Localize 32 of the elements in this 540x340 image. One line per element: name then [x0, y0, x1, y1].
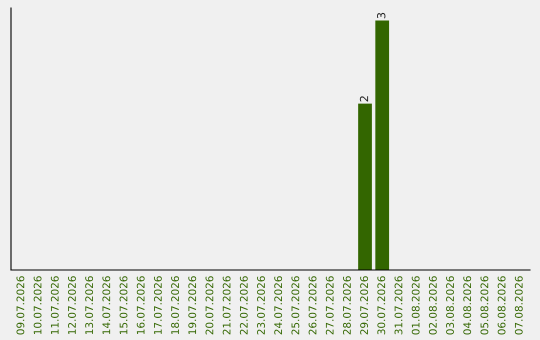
x-tick-label: 04.08.2026	[463, 276, 472, 335]
x-tick-label: 19.07.2026	[188, 276, 196, 334]
x-tick-label: 24.07.2026	[274, 276, 282, 334]
x-tick-label: 26.07.2026	[308, 276, 316, 334]
x-tick-label: 09.07.2026	[16, 276, 24, 335]
data-label: 3	[377, 12, 386, 18]
x-tick-label: 21.07.2026	[222, 276, 231, 334]
x-tick-label: 11.07.2026	[50, 276, 59, 334]
x-tick-label: 27.07.2026	[326, 276, 334, 334]
x-tick-label: 23.07.2026	[257, 276, 265, 334]
x-tick-label: 31.07.2026	[394, 276, 402, 334]
x-tick-label: 14.07.2026	[102, 276, 110, 334]
x-tick-label: 10.07.2026	[34, 276, 42, 334]
x-tick-label: 13.07.2026	[85, 276, 94, 334]
x-tick-label: 20.07.2026	[205, 276, 214, 334]
x-tick-label: 03.08.2026	[446, 276, 454, 335]
x-tick-label: 07.08.2026	[514, 276, 523, 335]
x-tick-label: 06.08.2026	[498, 276, 506, 335]
x-tick-label: 15.07.2026	[120, 276, 128, 334]
x-tick-label: 29.07.2026	[360, 276, 368, 334]
x-tick-label: 18.07.2026	[171, 276, 180, 334]
x-tick-label: 25.07.2026	[291, 276, 300, 334]
data-label: 2	[360, 96, 368, 102]
x-tick-label: 30.07.2026	[377, 276, 386, 334]
x-tick-label: 17.07.2026	[154, 276, 162, 334]
x-tick-label: 01.08.2026	[412, 276, 420, 335]
x-tick-label: 22.07.2026	[240, 276, 248, 334]
x-tick-label: 05.08.2026	[480, 276, 488, 335]
x-tick-label: 12.07.2026	[68, 276, 76, 334]
x-tick-label: 02.08.2026	[428, 276, 437, 335]
x-tick-label: 16.07.2026	[136, 276, 145, 334]
x-tick-label: 28.07.2026	[342, 276, 351, 334]
